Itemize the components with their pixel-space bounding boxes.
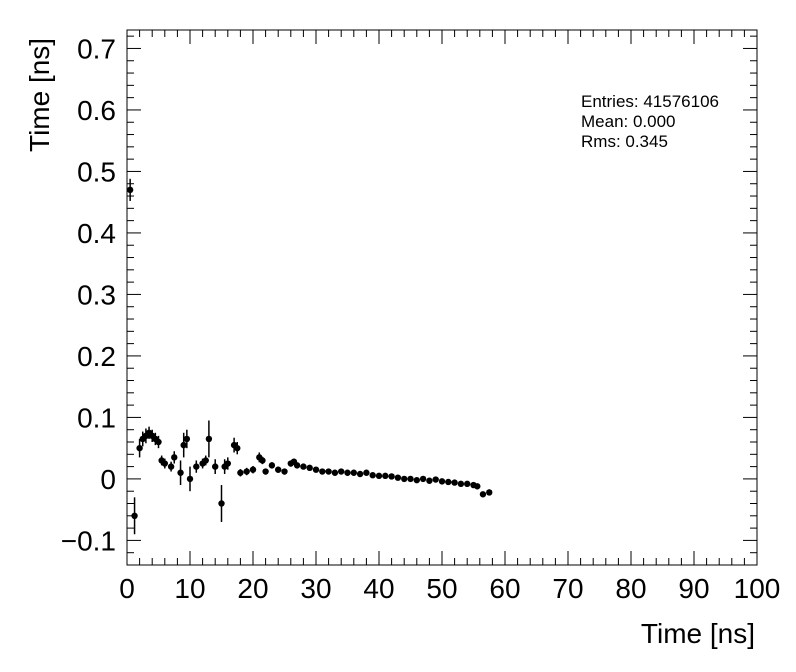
stats-mean: Mean: 0.000 xyxy=(581,112,676,131)
svg-text:0.3: 0.3 xyxy=(77,279,116,310)
svg-text:−0.1: −0.1 xyxy=(61,525,116,556)
svg-text:0.6: 0.6 xyxy=(77,95,116,126)
x-axis-title: Time [ns] xyxy=(640,618,755,649)
stats-entries: Entries: 41576106 xyxy=(581,92,719,111)
svg-text:0.4: 0.4 xyxy=(77,218,116,249)
stats-rms: Rms: 0.345 xyxy=(581,132,668,151)
svg-text:80: 80 xyxy=(615,573,646,604)
svg-text:0.1: 0.1 xyxy=(77,402,116,433)
stats-box: Entries: 41576106 Mean: 0.000 Rms: 0.345 xyxy=(581,92,719,152)
svg-text:50: 50 xyxy=(426,573,457,604)
svg-text:0.7: 0.7 xyxy=(77,33,116,64)
svg-text:0.5: 0.5 xyxy=(77,156,116,187)
svg-text:70: 70 xyxy=(552,573,583,604)
svg-text:60: 60 xyxy=(489,573,520,604)
svg-text:0: 0 xyxy=(100,464,116,495)
svg-text:90: 90 xyxy=(678,573,709,604)
svg-text:40: 40 xyxy=(363,573,394,604)
svg-text:100: 100 xyxy=(734,573,781,604)
svg-text:10: 10 xyxy=(174,573,205,604)
svg-text:20: 20 xyxy=(237,573,268,604)
svg-text:0: 0 xyxy=(119,573,135,604)
y-axis-title: Time [ns] xyxy=(24,37,55,152)
svg-text:0.2: 0.2 xyxy=(77,341,116,372)
svg-text:30: 30 xyxy=(300,573,331,604)
